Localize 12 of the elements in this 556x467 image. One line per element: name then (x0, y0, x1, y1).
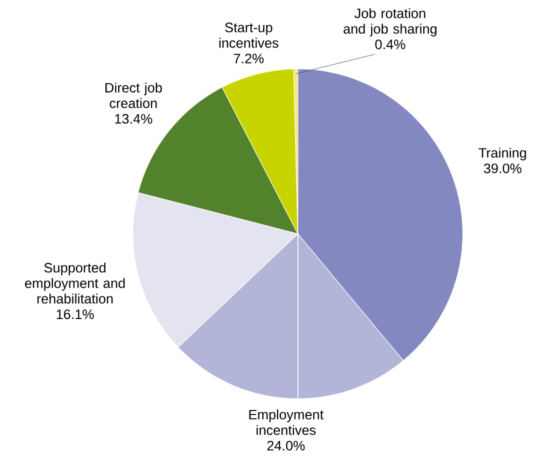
data-label: 13.4% (115, 114, 152, 124)
slice-label: Employment incentives (249, 410, 324, 436)
data-label: 16.1% (56, 310, 94, 320)
data-label: 24.0% (267, 440, 305, 451)
slice-label: Start-up incentives (219, 22, 278, 48)
data-label: 39.0% (484, 164, 522, 174)
slice-label: Supported employment and rehabilitation (25, 262, 125, 304)
data-label: 0.4% (375, 40, 406, 50)
slice-label: Training (478, 148, 526, 160)
data-label: 7.2% (234, 54, 264, 64)
slice-label: Job rotation and job sharing (344, 8, 437, 36)
slice-label: Direct job creation (105, 82, 162, 108)
